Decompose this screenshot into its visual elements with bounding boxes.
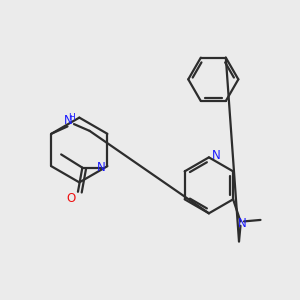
Text: O: O [67,192,76,205]
Text: N: N [97,161,105,175]
Text: N: N [212,149,220,162]
Text: H: H [68,112,74,122]
Text: N: N [238,217,246,230]
Text: N: N [64,114,73,127]
